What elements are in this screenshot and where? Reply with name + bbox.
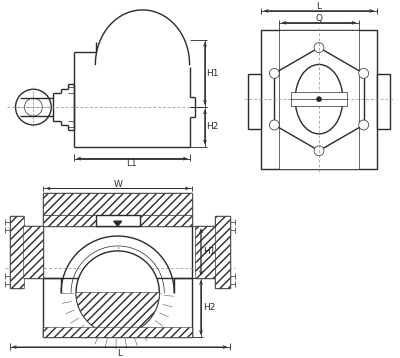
Text: W: W — [113, 180, 122, 189]
Circle shape — [76, 251, 159, 334]
Circle shape — [314, 43, 324, 53]
Circle shape — [359, 120, 369, 130]
Bar — [43, 193, 192, 215]
Ellipse shape — [295, 64, 343, 134]
Text: L: L — [316, 3, 322, 11]
Bar — [24, 226, 43, 278]
Circle shape — [16, 89, 51, 125]
Circle shape — [24, 98, 42, 116]
Bar — [195, 226, 215, 278]
Circle shape — [359, 68, 369, 78]
Text: L: L — [117, 349, 122, 358]
Bar — [96, 215, 140, 226]
Bar — [279, 30, 359, 169]
Text: L1: L1 — [126, 159, 137, 168]
Bar — [262, 30, 376, 169]
Text: H2: H2 — [203, 303, 215, 312]
Bar — [43, 215, 192, 226]
Bar — [291, 92, 347, 106]
Bar — [10, 216, 24, 287]
Bar — [43, 327, 192, 337]
Circle shape — [314, 146, 324, 156]
Text: H2: H2 — [206, 122, 218, 131]
Bar — [248, 74, 262, 129]
Circle shape — [269, 68, 279, 78]
Text: H1: H1 — [206, 69, 218, 78]
Circle shape — [316, 97, 322, 102]
Polygon shape — [114, 221, 122, 226]
Wedge shape — [76, 292, 159, 334]
Text: Q: Q — [316, 14, 322, 23]
Circle shape — [269, 120, 279, 130]
Bar — [43, 226, 192, 278]
Text: H1: H1 — [203, 247, 215, 256]
Bar — [376, 74, 390, 129]
Bar — [215, 216, 230, 287]
